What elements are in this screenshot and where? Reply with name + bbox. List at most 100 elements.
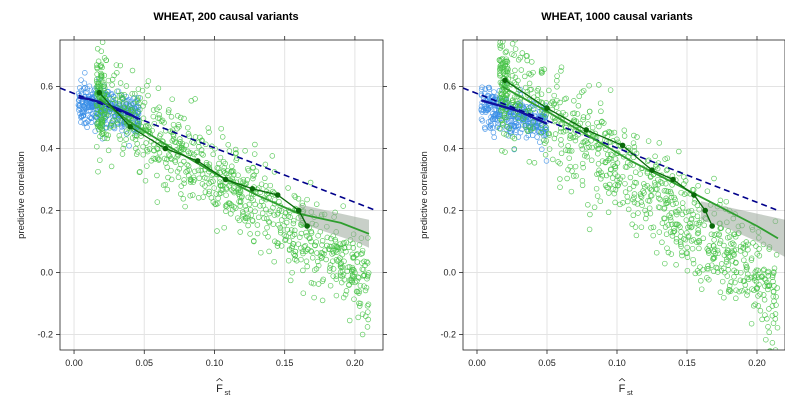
data-point-green: [235, 172, 241, 178]
data-point-green: [633, 180, 640, 186]
data-point-green: [624, 193, 631, 200]
data-point-green: [637, 171, 643, 177]
data-point-green: [585, 202, 591, 208]
data-point-blue: [118, 120, 125, 126]
data-point-green: [696, 245, 702, 252]
data-point-green: [217, 179, 223, 185]
data-point-green: [525, 108, 531, 114]
data-point-blue: [83, 89, 89, 96]
data-point-green: [683, 250, 690, 256]
data-point-green: [601, 131, 608, 137]
data-point-green: [586, 226, 593, 233]
data-point-green: [588, 157, 595, 164]
data-point-green: [254, 230, 261, 237]
data-point-green: [774, 324, 781, 331]
data-point-blue: [486, 123, 492, 130]
data-point-green: [614, 136, 620, 143]
data-point-green: [113, 62, 120, 68]
data-point-blue: [479, 84, 485, 90]
data-point-green: [191, 151, 197, 158]
data-point-green: [700, 235, 707, 242]
data-point-green: [221, 224, 227, 231]
data-point-green: [728, 279, 734, 285]
data-point-green: [340, 203, 346, 209]
data-point-green: [683, 209, 689, 216]
x-tick-label: 0.10: [608, 358, 626, 368]
data-point-green: [195, 167, 202, 174]
y-tick-label: -0.2: [440, 330, 456, 340]
data-point-green: [236, 198, 242, 205]
data-point-green: [110, 96, 116, 103]
data-point-green: [644, 170, 651, 176]
x-tick-label: 0.10: [206, 358, 224, 368]
data-point-green: [346, 264, 353, 270]
data-point-green: [265, 218, 272, 225]
data-point-green: [165, 152, 172, 158]
data-point-green: [119, 151, 126, 157]
data-point-green: [215, 200, 221, 207]
data-point-green: [364, 258, 370, 265]
data-point-green: [501, 31, 506, 36]
data-point-green: [621, 127, 628, 134]
data-point-green: [509, 99, 515, 106]
data-point-green: [355, 274, 361, 280]
data-point-green: [121, 141, 127, 148]
data-point-green: [302, 248, 309, 254]
data-point-green: [695, 227, 701, 233]
data-point-green: [206, 129, 212, 135]
data-point-green: [554, 77, 560, 84]
data-point-green: [557, 99, 563, 106]
data-point-green: [190, 192, 196, 198]
data-point-green: [253, 168, 260, 175]
x-tick-label: 0.05: [135, 358, 153, 368]
data-point-green: [659, 239, 665, 246]
data-point-green: [232, 205, 239, 211]
data-point-green: [759, 316, 765, 323]
data-point-green: [728, 248, 735, 254]
data-point-green: [499, 31, 504, 36]
data-point-green: [679, 252, 685, 259]
data-point-green: [242, 181, 248, 188]
data-point-green: [756, 253, 763, 259]
data-point-green: [580, 116, 586, 123]
data-point-green: [225, 142, 231, 148]
data-point-green: [288, 227, 295, 233]
data-point-green: [773, 294, 779, 300]
data-point-green: [696, 237, 702, 244]
data-point-green: [203, 160, 210, 166]
data-point-green: [237, 189, 244, 195]
data-point-green: [132, 91, 138, 97]
green-smooth-light-line: [98, 98, 370, 235]
data-point-green: [711, 175, 717, 182]
data-point-green: [187, 176, 194, 183]
plot-frame: [59, 39, 384, 351]
data-point-green: [303, 258, 310, 265]
data-point-green: [266, 248, 272, 255]
data-point-green: [559, 121, 565, 128]
data-point-green: [647, 193, 654, 199]
data-point-blue: [135, 103, 141, 110]
data-point-green: [292, 227, 298, 234]
data-point-green: [313, 239, 319, 245]
data-point-green: [98, 62, 104, 68]
data-point-green: [129, 67, 136, 74]
data-point-blue: [82, 70, 88, 76]
data-point-green: [695, 229, 702, 236]
data-point-green: [571, 98, 577, 104]
data-point-green: [574, 111, 581, 117]
data-point-green: [198, 147, 205, 153]
data-point-green: [350, 255, 356, 261]
binned-mean-point: [127, 124, 134, 130]
data-point-green: [717, 238, 724, 244]
data-point-green: [184, 161, 190, 168]
data-point-green: [744, 264, 750, 271]
data-point-green: [723, 198, 730, 205]
data-point-green: [170, 133, 177, 139]
data-point-green: [499, 30, 504, 35]
data-point-green: [733, 259, 739, 266]
data-point-green: [726, 234, 733, 240]
data-point-blue: [488, 114, 494, 120]
data-point-green: [684, 267, 691, 274]
data-point-green: [728, 241, 734, 247]
y-tick-label: 0.4: [40, 144, 53, 154]
